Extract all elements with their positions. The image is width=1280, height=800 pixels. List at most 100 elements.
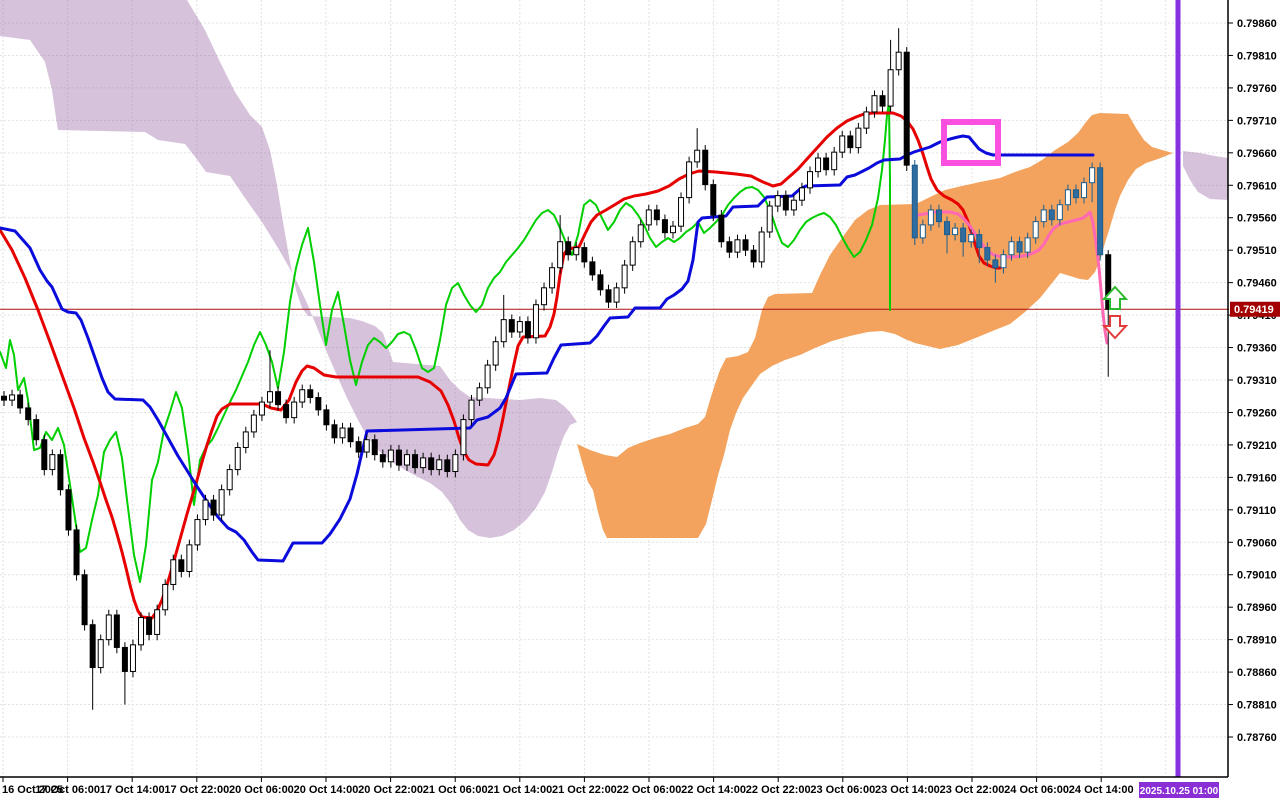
time-tick-label: 17 Oct 14:00 <box>100 784 165 796</box>
candle-body <box>162 583 169 611</box>
candle-body <box>798 187 805 201</box>
candle-body <box>97 639 104 669</box>
price-scale-background <box>1229 0 1280 800</box>
candle-body <box>927 209 934 226</box>
price-tick-label: 0.79810 <box>1237 50 1277 62</box>
candle-body <box>718 214 725 243</box>
candle-body <box>903 51 910 166</box>
candle-body <box>645 209 652 226</box>
candle-body <box>653 209 660 221</box>
time-tick-label: 20 Oct 14:00 <box>294 784 359 796</box>
candle-body <box>186 544 193 572</box>
candle-body <box>1024 237 1031 253</box>
candle-body <box>121 646 128 672</box>
candle-body <box>331 424 338 439</box>
buy-arrow-annotation[interactable] <box>1101 285 1129 310</box>
candle-body <box>879 95 886 107</box>
time-tick-label: 24 Oct 14:00 <box>1069 784 1134 796</box>
candle-body <box>807 171 813 189</box>
time-tick-label: 17 Oct 06:00 <box>35 784 100 796</box>
candle-body <box>1048 209 1055 221</box>
candle-body <box>194 519 201 546</box>
current-price-label-box <box>1230 301 1280 317</box>
price-tick-label: 0.79160 <box>1237 472 1277 484</box>
time-tick-label: 23 Oct 06:00 <box>810 784 875 796</box>
candle-body <box>766 205 773 233</box>
candle-body <box>138 617 145 646</box>
candle-body <box>492 341 499 366</box>
fast-ma-line <box>916 210 1109 345</box>
price-tick-label: 0.78860 <box>1237 667 1277 679</box>
candle-body <box>146 617 153 635</box>
highlight-rectangle-annotation[interactable] <box>941 119 1001 166</box>
candle-body <box>49 454 56 471</box>
candle-body <box>661 219 668 234</box>
candle-body <box>242 431 249 449</box>
candle-body <box>250 414 257 433</box>
candle-body <box>1089 167 1096 184</box>
candle-body <box>976 234 983 249</box>
candle-body <box>1064 189 1071 206</box>
candle-body <box>734 239 741 253</box>
candle-body <box>968 234 975 243</box>
candle-body <box>637 224 644 243</box>
price-tick-label: 0.79860 <box>1237 18 1277 30</box>
candle-body <box>323 409 330 426</box>
candle-body <box>170 559 177 585</box>
price-tick-label: 0.79260 <box>1237 407 1277 419</box>
candle-body <box>742 239 749 251</box>
price-tick-label: 0.79060 <box>1237 537 1277 549</box>
candle-body <box>605 289 612 303</box>
candle-body <box>258 401 265 416</box>
candle-body <box>831 151 838 171</box>
candle-body <box>750 249 757 263</box>
candle-body <box>178 559 185 572</box>
candle-body <box>307 389 314 399</box>
candle-body <box>678 197 685 227</box>
candle-body <box>226 469 233 491</box>
price-tick-label: 0.79310 <box>1237 375 1277 387</box>
sell-arrow-annotation[interactable] <box>1101 315 1129 340</box>
candle-body <box>387 449 394 463</box>
candle-body <box>395 449 402 466</box>
price-tick-label: 0.78760 <box>1237 732 1277 744</box>
candle-body <box>541 287 548 306</box>
price-tick-label: 0.78910 <box>1237 635 1277 647</box>
candle-body <box>363 439 370 453</box>
chikou-span-line <box>0 102 891 583</box>
candle-body <box>347 427 354 443</box>
candle-body <box>581 247 588 263</box>
candle-body <box>1032 221 1039 239</box>
candle-body <box>871 95 878 113</box>
candle-body <box>154 609 161 635</box>
candle-body <box>790 199 797 211</box>
candle-body <box>597 274 604 291</box>
candle-body <box>291 401 298 419</box>
candle-body <box>758 231 765 263</box>
candle-body <box>1040 209 1047 223</box>
candle-body <box>234 447 241 471</box>
candle-body <box>1081 182 1088 199</box>
candle-body <box>524 321 531 339</box>
candle-body <box>952 227 959 236</box>
candle-body <box>573 247 580 256</box>
candle-body <box>81 574 88 626</box>
candle-body <box>710 184 717 216</box>
candle-body <box>613 287 620 303</box>
time-tick-label: 22 Oct 14:00 <box>681 784 746 796</box>
candle-body <box>782 195 789 211</box>
candle-body <box>283 404 290 419</box>
candle-body <box>444 459 451 473</box>
ichimoku-cloud-violet-future <box>1183 151 1228 200</box>
candle-body <box>549 267 556 289</box>
candle-body <box>460 419 467 456</box>
time-tick-label: 21 Oct 06:00 <box>423 784 488 796</box>
ichimoku-cloud-violet <box>0 0 577 538</box>
candle-body <box>532 304 539 339</box>
candle-body <box>589 261 596 276</box>
price-scale[interactable]: 0.79860 0.79810 0.79760 0.79710 0.79660 0.796… <box>1228 18 1277 744</box>
